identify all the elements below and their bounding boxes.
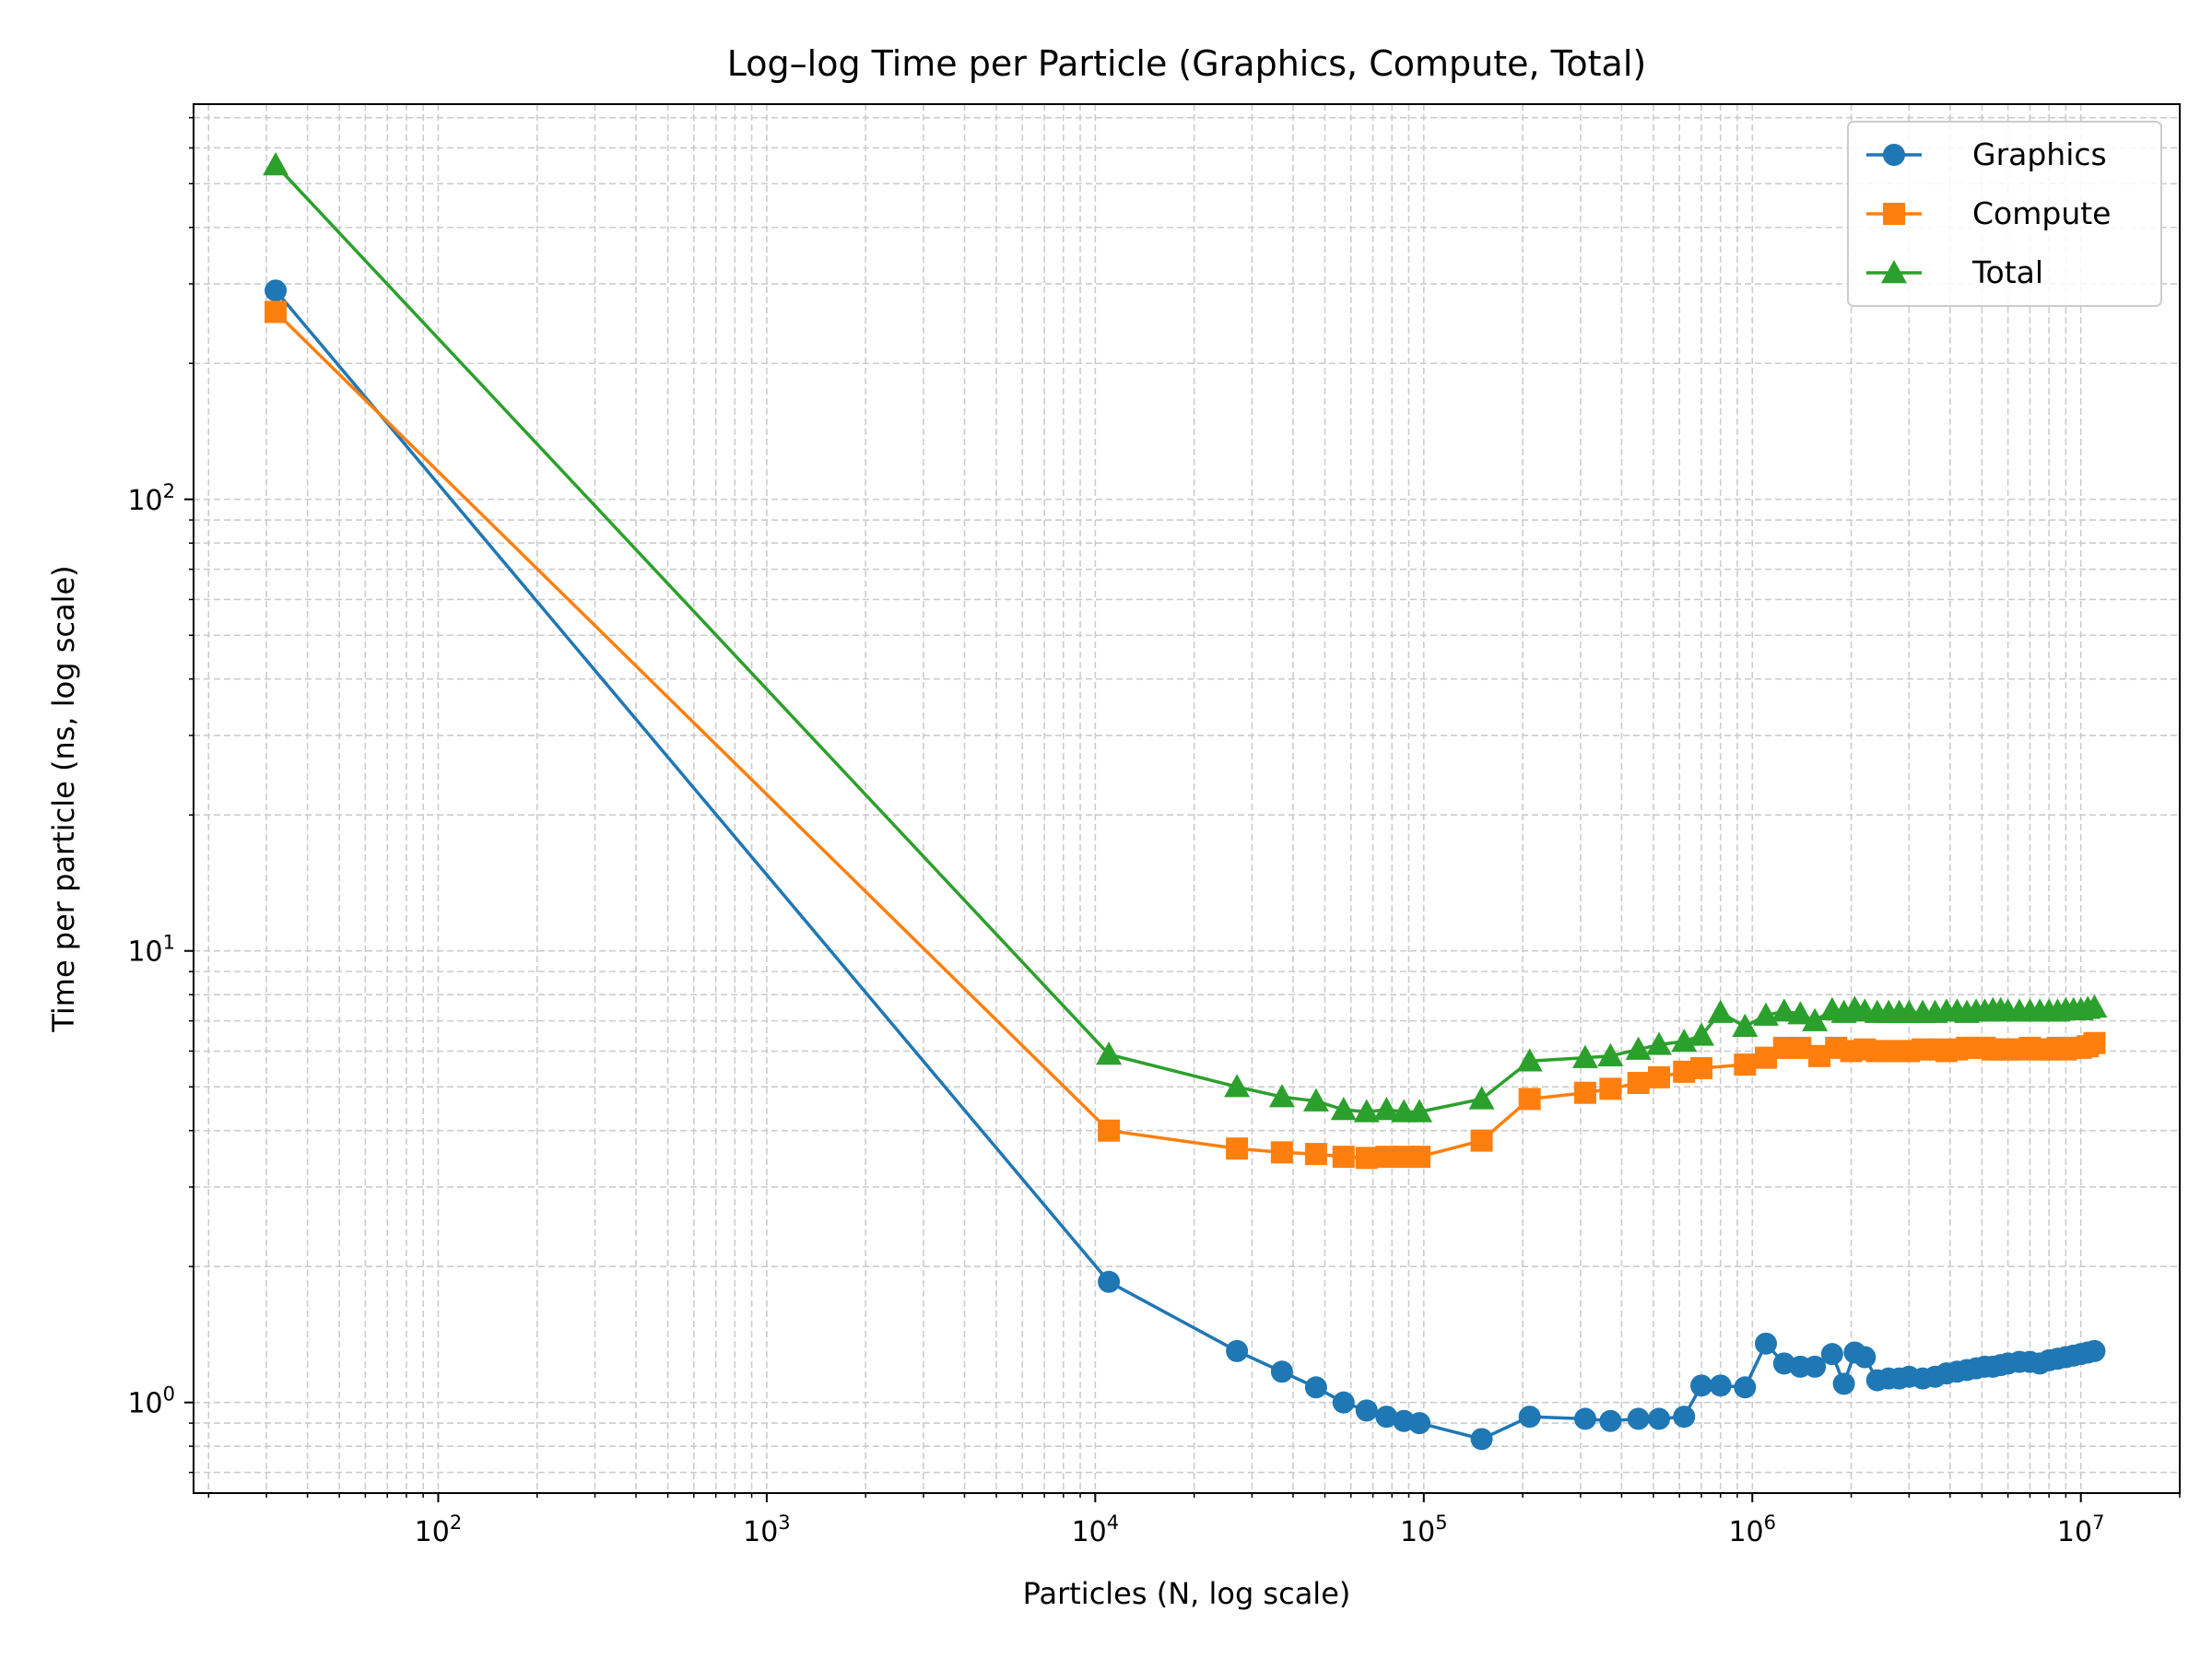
legend-box [1847, 121, 2162, 307]
axis-ticks: 102 103 104 105 106 107 100 101 102 [127, 116, 2181, 1548]
compute-point [1226, 1137, 1249, 1160]
graphics-point [1355, 1399, 1378, 1422]
graphics-point [1470, 1428, 1493, 1451]
y-tick-label: 101 [127, 932, 175, 969]
compute-point [1332, 1146, 1355, 1169]
graphics-point [1853, 1346, 1877, 1369]
total-point [1625, 1036, 1652, 1060]
x-tick-label: 103 [743, 1512, 791, 1548]
compute-point [1573, 1081, 1596, 1104]
total-point [2081, 994, 2108, 1018]
graphics-point [1098, 1270, 1121, 1293]
plot-frame [193, 103, 2181, 1494]
graphics-point [1375, 1406, 1398, 1429]
compute-point [265, 300, 288, 324]
graphics-point [1332, 1391, 1355, 1414]
graphics-point [2083, 1339, 2106, 1362]
total-point [1771, 998, 1797, 1022]
compute-point [1734, 1053, 1757, 1077]
legend-label: Graphics [1972, 136, 2107, 172]
y-tick-label: 100 [127, 1383, 175, 1420]
total-point [1688, 1022, 1715, 1046]
legend-item-compute: Compute [1866, 195, 2111, 231]
graphics-point [1832, 1372, 1855, 1395]
total-point [1373, 1097, 1400, 1121]
total-point [1468, 1086, 1495, 1110]
total-point [1268, 1084, 1295, 1108]
series-compute [265, 300, 2106, 1170]
legend-item-graphics: Graphics [1866, 136, 2107, 172]
total-point [1516, 1048, 1543, 1072]
total-line [274, 163, 2095, 1114]
graphics-point [1804, 1355, 1827, 1378]
legend: Graphics Compute Total [1847, 121, 2162, 307]
compute-point [1470, 1129, 1493, 1152]
compute-point [1304, 1143, 1327, 1166]
total-point [1597, 1042, 1624, 1067]
total-point [1096, 1041, 1123, 1065]
compute-point [1648, 1065, 1671, 1088]
graphics-point [1673, 1406, 1696, 1429]
legend-label: Compute [1972, 195, 2111, 231]
legend-marker [1881, 260, 1907, 284]
total-point [263, 151, 289, 176]
graphics-point [1709, 1374, 1732, 1397]
total-point [1224, 1074, 1251, 1098]
graphics-point [1270, 1360, 1293, 1383]
legend-item-total: Total [1866, 254, 2043, 290]
graphics-point [1408, 1412, 1431, 1435]
graphics-point [1648, 1407, 1671, 1430]
total-point [1353, 1099, 1380, 1123]
legend-label: Total [1971, 254, 2043, 290]
graphics-point [1599, 1409, 1622, 1432]
graphics-point [1304, 1376, 1327, 1399]
y-axis-title: Time per particle (ns, log scale) [46, 565, 81, 1032]
total-point [1787, 1001, 1814, 1025]
total-point [1302, 1088, 1329, 1112]
graphics-point [1573, 1407, 1596, 1430]
series-graphics [265, 279, 2106, 1451]
graphics-point [1820, 1343, 1843, 1366]
series-layer [263, 151, 2108, 1451]
compute-point [1789, 1036, 1812, 1059]
x-tick-label: 105 [1400, 1512, 1448, 1548]
compute-point [1518, 1088, 1541, 1111]
total-point [1707, 999, 1734, 1023]
compute-point [1270, 1141, 1293, 1164]
compute-point [1408, 1146, 1431, 1169]
x-axis-title: Particles (N, log scale) [1023, 1576, 1351, 1611]
compute-point [2083, 1031, 2106, 1054]
graphics-point [1734, 1376, 1757, 1399]
compute-point [1599, 1077, 1622, 1100]
total-point [1802, 1007, 1829, 1031]
x-tick-label: 104 [1072, 1512, 1120, 1548]
compute-point [1098, 1119, 1121, 1142]
legend-marker [1883, 144, 1905, 166]
graphics-point [1627, 1407, 1650, 1430]
chart-title: Log–log Time per Particle (Graphics, Com… [727, 43, 1646, 84]
x-tick-label: 107 [2057, 1512, 2105, 1548]
series-total [263, 151, 2108, 1123]
total-point [1406, 1099, 1433, 1123]
total-point [1732, 1013, 1759, 1037]
graphics-point [1226, 1339, 1249, 1362]
total-point [1671, 1029, 1698, 1053]
total-point [1330, 1097, 1357, 1121]
legend-marker [1883, 203, 1905, 225]
x-tick-label: 102 [415, 1512, 463, 1548]
graphics-point [1755, 1332, 1778, 1355]
y-tick-label: 102 [127, 480, 175, 517]
graphics-point [1518, 1406, 1541, 1429]
compute-point [1690, 1056, 1713, 1079]
grid [194, 104, 2181, 1493]
graphics-point [1690, 1374, 1713, 1397]
total-point [1646, 1031, 1673, 1055]
total-point [1571, 1044, 1598, 1068]
x-tick-label: 106 [1728, 1512, 1776, 1548]
graphics-point [265, 279, 288, 302]
compute-point [1355, 1147, 1378, 1170]
compute-point [1627, 1071, 1650, 1094]
